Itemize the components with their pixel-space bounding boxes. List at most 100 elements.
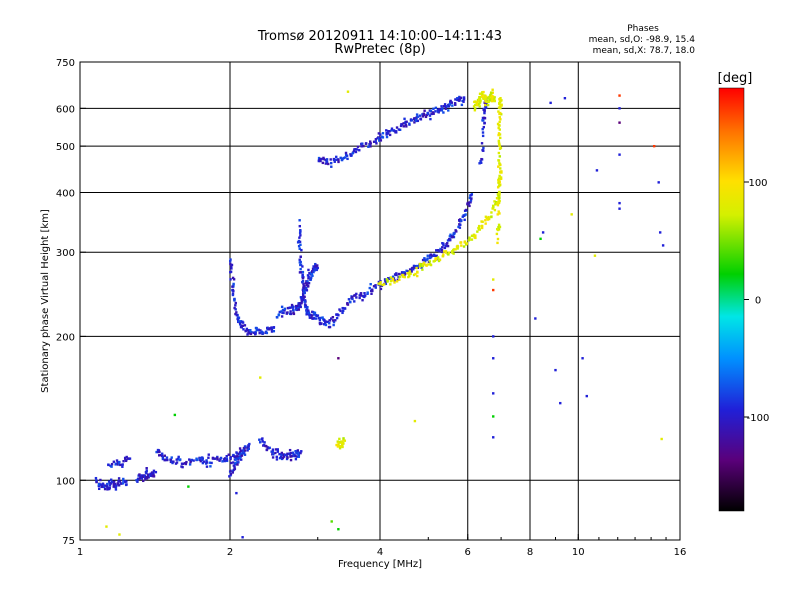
data-point: [421, 268, 424, 271]
data-point: [496, 237, 500, 241]
data-point: [278, 310, 281, 314]
y-tick-label: 600: [56, 104, 75, 115]
data-point: [386, 277, 390, 280]
data-point: [198, 457, 202, 460]
data-point: [489, 94, 492, 97]
data-point: [144, 477, 147, 481]
data-point: [492, 392, 495, 395]
data-point: [231, 292, 235, 295]
data-point: [467, 239, 471, 242]
data-point: [452, 248, 456, 251]
data-point: [396, 278, 400, 282]
data-point: [485, 95, 488, 99]
data-point: [316, 314, 320, 317]
data-point: [338, 437, 341, 441]
data-point: [497, 110, 500, 113]
data-point: [470, 238, 474, 241]
data-point: [303, 291, 306, 295]
data-point: [102, 485, 106, 489]
data-point: [446, 239, 450, 242]
data-point: [229, 258, 232, 261]
data-point: [178, 458, 181, 462]
data-point: [404, 123, 408, 126]
data-point: [452, 232, 455, 235]
data-point: [268, 327, 272, 330]
data-point: [195, 457, 198, 460]
data-point: [412, 266, 416, 269]
x-tick-label: 1: [77, 547, 83, 558]
data-point: [349, 153, 352, 156]
data-point: [125, 455, 128, 459]
data-point: [472, 233, 476, 236]
data-point: [280, 453, 283, 457]
data-point: [414, 119, 418, 123]
data-point: [476, 230, 479, 233]
data-point: [496, 241, 499, 245]
data-point: [280, 451, 284, 455]
y-tick-label: 400: [56, 188, 75, 199]
data-point: [261, 332, 265, 335]
data-point: [474, 103, 477, 107]
data-point: [128, 457, 132, 460]
data-point: [379, 139, 383, 142]
data-point: [462, 100, 465, 103]
data-point: [279, 455, 283, 459]
data-point: [483, 121, 486, 125]
y-tick-label: 75: [62, 536, 75, 547]
data-point: [477, 224, 481, 228]
data-point: [429, 109, 433, 112]
data-point: [491, 99, 494, 103]
data-point: [322, 157, 326, 161]
data-point: [484, 100, 487, 103]
data-point: [232, 453, 235, 457]
data-point: [434, 257, 437, 260]
data-point: [95, 480, 98, 484]
data-point: [137, 477, 140, 480]
data-point: [145, 475, 148, 479]
data-point: [266, 326, 269, 330]
data-point: [325, 160, 329, 164]
data-point: [101, 483, 105, 486]
data-point: [211, 457, 215, 460]
data-point: [172, 460, 175, 463]
data-point: [169, 458, 173, 461]
data-point: [469, 199, 473, 202]
data-point: [451, 235, 455, 239]
data-point: [426, 254, 429, 257]
data-point: [298, 258, 301, 261]
data-point: [316, 264, 319, 267]
data-point: [427, 263, 430, 266]
data-point: [441, 250, 444, 254]
data-point: [121, 465, 124, 468]
data-point: [288, 452, 291, 455]
data-point: [447, 105, 451, 108]
data-point: [534, 317, 537, 320]
data-point: [458, 95, 461, 99]
data-point: [105, 485, 109, 488]
data-point: [460, 103, 464, 107]
data-point: [490, 211, 493, 214]
data-point: [229, 262, 232, 266]
data-point: [497, 124, 501, 127]
y-tick-label: 300: [56, 248, 75, 259]
data-point: [286, 452, 289, 456]
data-point: [334, 158, 338, 162]
data-point: [303, 295, 306, 299]
data-point: [618, 153, 621, 156]
data-point: [239, 322, 242, 325]
x-tick-label: 16: [674, 547, 687, 558]
data-point: [330, 317, 333, 320]
data-point: [377, 282, 380, 285]
data-point: [481, 131, 485, 134]
data-point: [484, 106, 487, 109]
colorbar-tick-label: -100: [747, 413, 770, 424]
data-point: [481, 127, 484, 131]
data-point: [499, 96, 502, 100]
data-point: [190, 458, 194, 462]
data-point: [498, 120, 501, 124]
data-point: [388, 130, 391, 133]
data-point: [198, 458, 202, 461]
stats-line-o: mean, sd,O: -98.9, 15.4: [589, 35, 696, 45]
data-point: [385, 131, 388, 135]
data-point: [479, 99, 482, 102]
